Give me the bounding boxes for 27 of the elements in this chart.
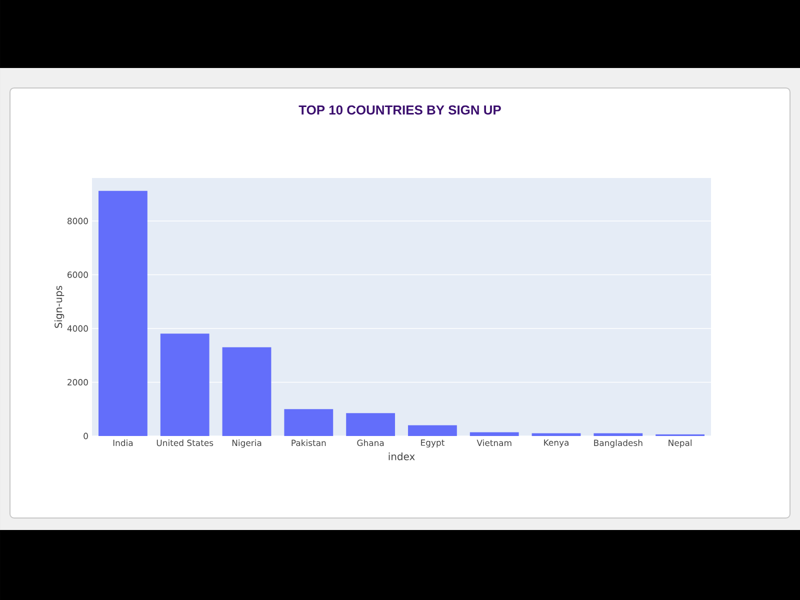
x-tick-label: Kenya bbox=[544, 440, 568, 448]
bar bbox=[594, 433, 643, 436]
x-tick-label: United States bbox=[156, 440, 214, 446]
x-tick-label: Ghana bbox=[357, 440, 384, 446]
x-tick-label: Nepal bbox=[668, 440, 692, 448]
bar bbox=[284, 409, 334, 436]
x-tick-label: India bbox=[113, 440, 133, 446]
bar bbox=[160, 334, 210, 436]
x-tick-label: Pakistan bbox=[292, 440, 326, 446]
y-axis-title: Sign-ups bbox=[54, 286, 64, 328]
bar bbox=[532, 433, 581, 436]
bar bbox=[346, 413, 396, 436]
y-tick-label: 0 bbox=[84, 432, 88, 440]
y-tick-label: 4000 bbox=[67, 325, 88, 332]
y-tick-label: 2000 bbox=[68, 379, 88, 386]
x-axis-title: index bbox=[388, 452, 415, 460]
bar bbox=[98, 190, 148, 436]
x-tick-label: Egypt bbox=[421, 440, 444, 448]
y-tick-label: 8000 bbox=[68, 218, 88, 224]
bar bbox=[470, 432, 519, 436]
bar bbox=[408, 425, 457, 436]
x-tick-label: Bangladesh bbox=[594, 440, 642, 448]
bar bbox=[222, 347, 272, 436]
chart-title: TOP 10 COUNTRIES BY SIGN UP bbox=[298, 105, 501, 115]
x-tick-label: Vietnam bbox=[476, 440, 512, 446]
y-tick-label: 6000 bbox=[68, 272, 88, 278]
x-tick-label: Nigeria bbox=[232, 440, 262, 448]
